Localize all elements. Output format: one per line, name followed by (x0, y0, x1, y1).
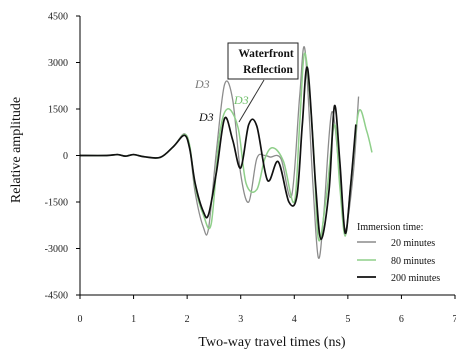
x-tick-label: 6 (399, 314, 404, 325)
x-tick-label: 1 (131, 314, 136, 325)
legend-label-20min: 20 minutes (391, 238, 435, 249)
x-axis-label: Two-way travel times (ns) (198, 335, 345, 350)
annotation-box-line2: Reflection (243, 64, 293, 76)
y-tick-label: 4500 (48, 12, 68, 23)
y-tick-label: -3000 (45, 244, 68, 255)
legend-item-20min: 20 minutes (357, 238, 435, 249)
annotation-box-line1: Waterfront (238, 48, 294, 60)
axes: 4500 3000 1500 0 -1500 -3000 -4500 0 1 2 3 4 5 6 7 (45, 12, 456, 326)
annotation-pointer (238, 79, 265, 123)
y-tick-label: 1500 (48, 105, 68, 116)
legend-label-200min: 200 minutes (391, 273, 440, 284)
series-line-200-minutes (79, 66, 357, 241)
legend-label-80min: 80 minutes (391, 256, 435, 267)
legend: Immersion time: 20 minutes 80 minutes 20… (357, 222, 440, 284)
y-axis-label: Relative amplitude (9, 97, 24, 203)
annotation-box: Waterfront Reflection (227, 42, 299, 123)
legend-item-80min: 80 minutes (357, 256, 435, 267)
x-tick-label: 0 (78, 314, 83, 325)
plot-area (79, 46, 373, 259)
y-tick-label: -1500 (45, 198, 68, 209)
legend-title: Immersion time: (357, 222, 423, 233)
legend-item-200min: 200 minutes (357, 273, 440, 284)
d3-label-80min: D3 (233, 93, 249, 107)
x-tick-label: 7 (453, 314, 456, 325)
y-tick-label: 0 (63, 151, 68, 162)
x-tick-label: 2 (185, 314, 190, 325)
y-tick-label: -4500 (45, 291, 68, 302)
x-tick-label: 4 (292, 314, 297, 325)
y-tick-label: 3000 (48, 58, 68, 69)
x-tick-label: 3 (238, 314, 243, 325)
x-tick-label: 5 (345, 314, 350, 325)
annotation-box-frame (227, 42, 299, 80)
d3-label-20min: D3 (194, 77, 210, 91)
d3-label-200min: D3 (198, 110, 214, 124)
